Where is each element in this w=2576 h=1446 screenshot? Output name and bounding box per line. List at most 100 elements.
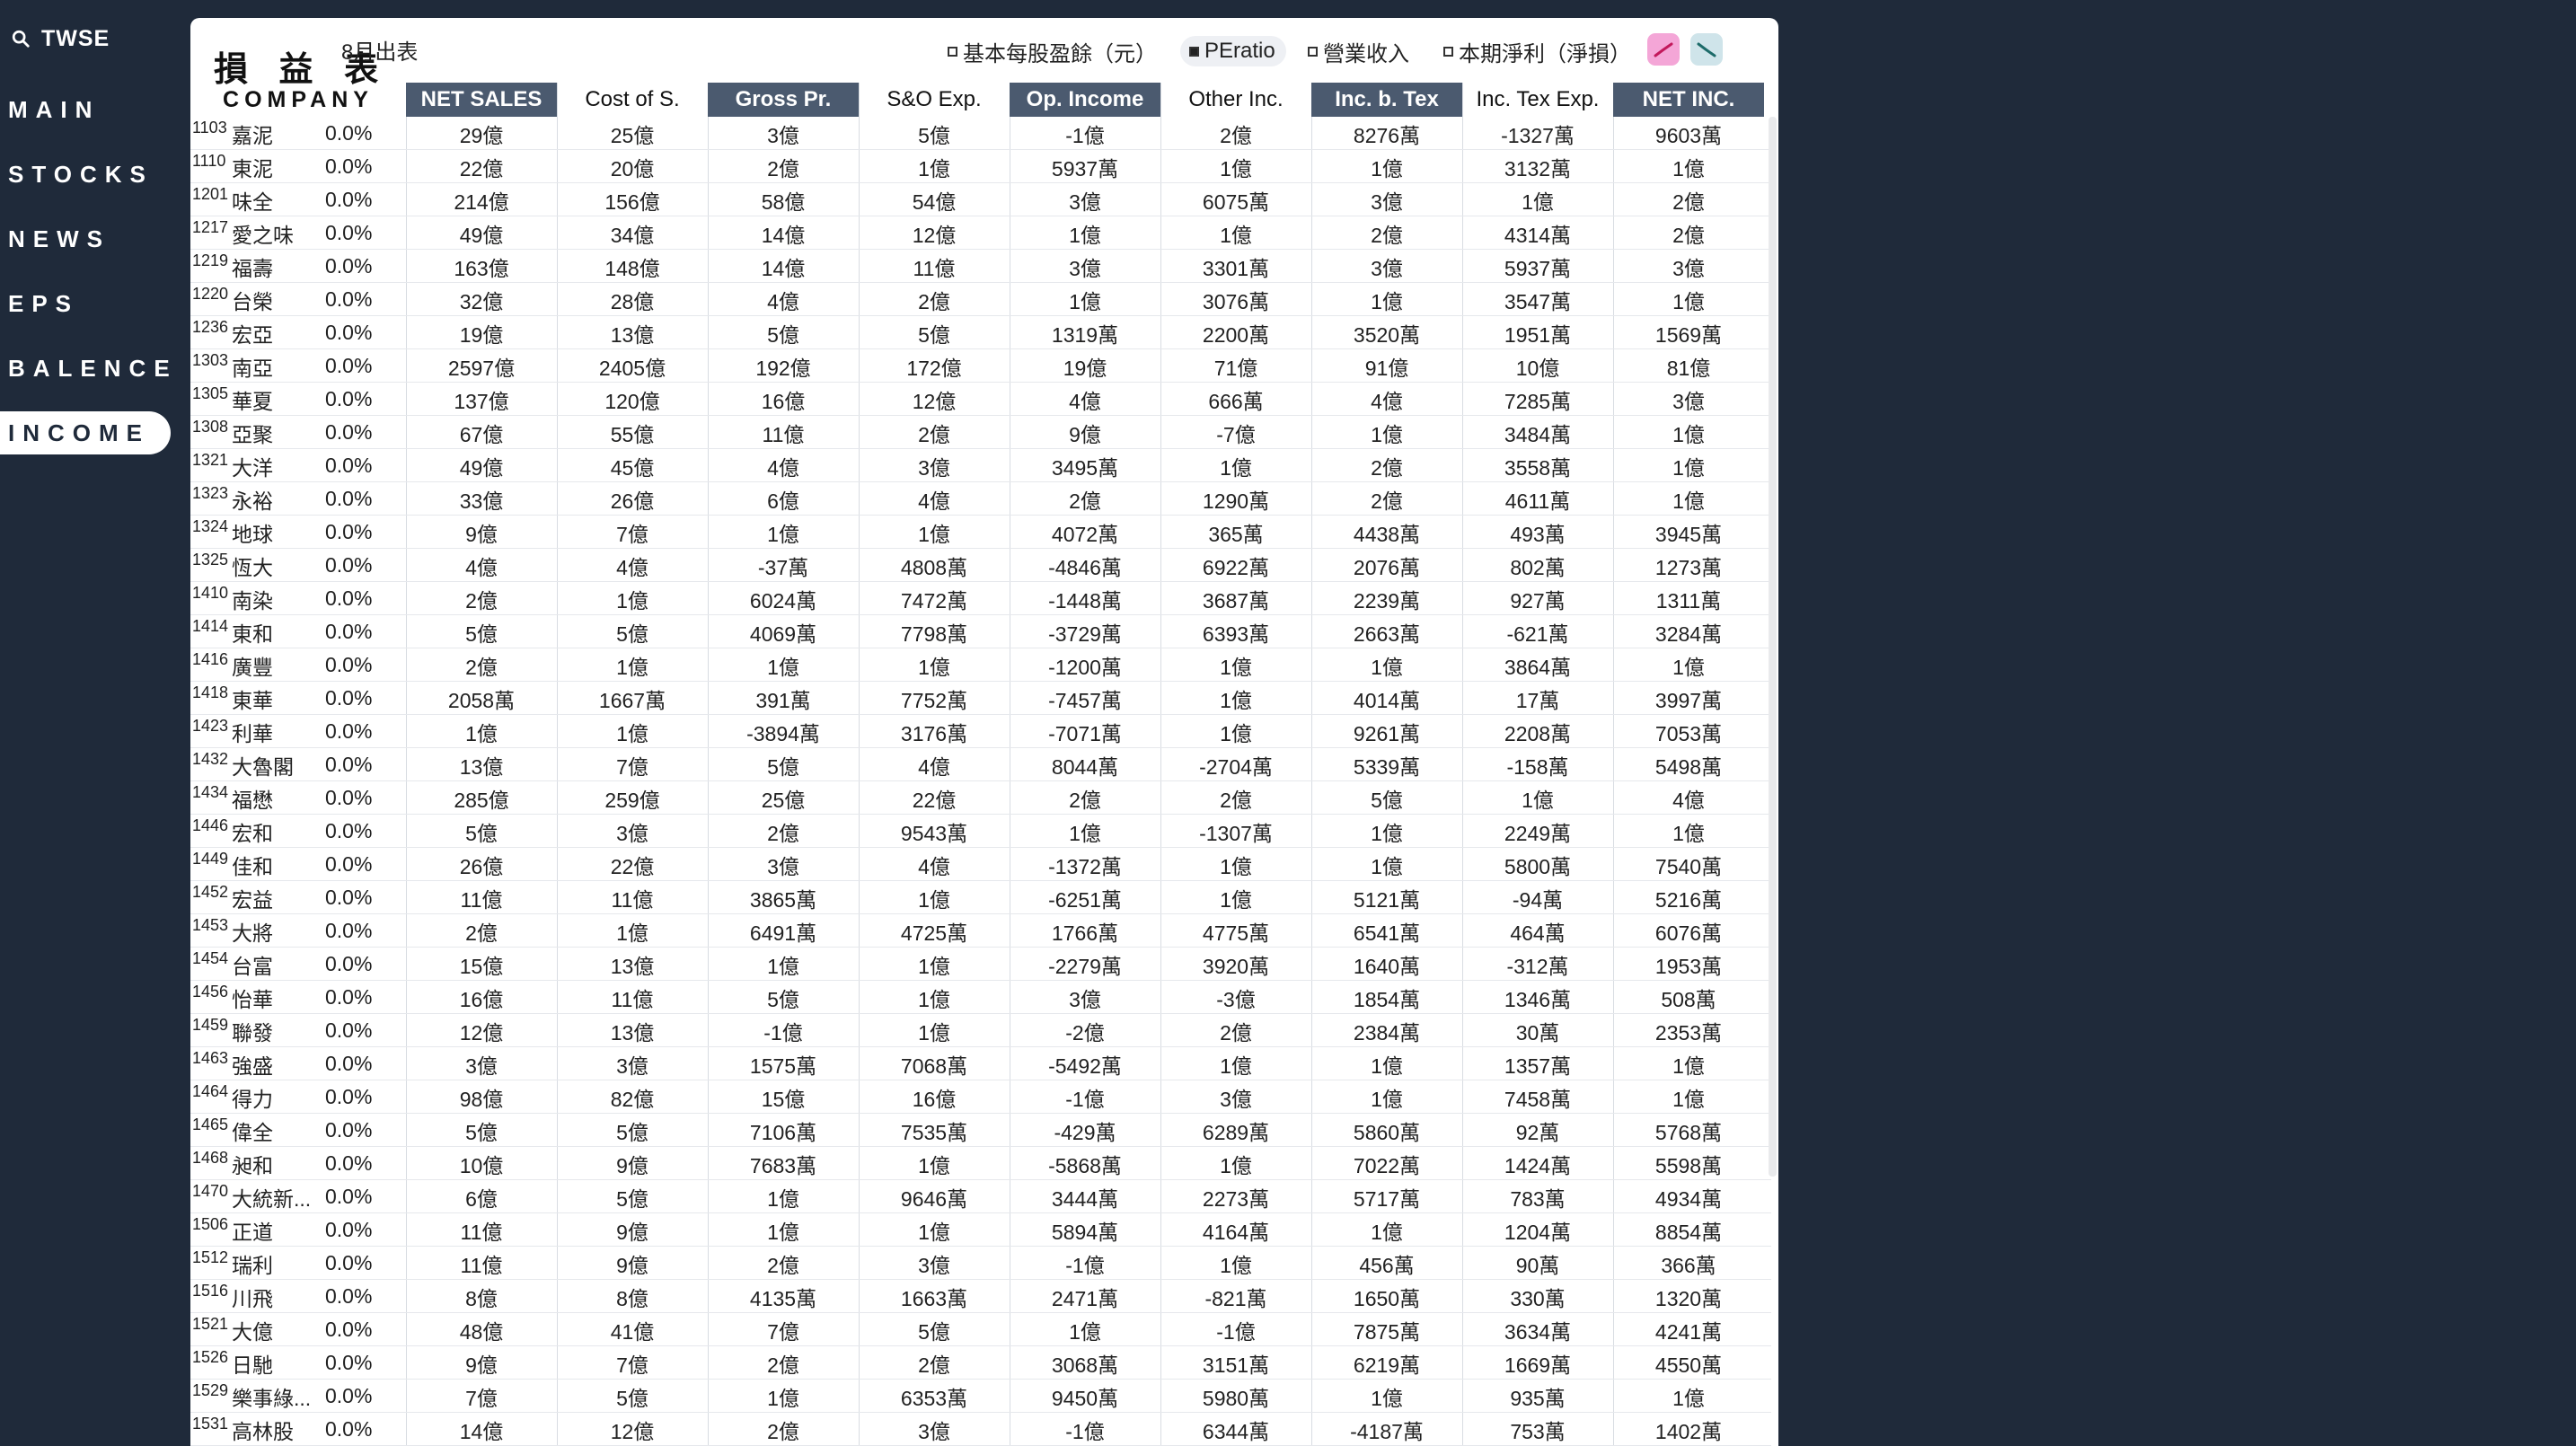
company-name[interactable]: 東泥 [232,156,273,181]
table-row[interactable]: 1434 福懋 0.0% 285億 259億 25億 22億 2億 2億 5億 1億 4億 [190,781,1771,815]
column-header-net-sales[interactable]: NET SALES [406,83,557,117]
company-name[interactable]: 樂事綠... [232,1386,312,1410]
table-row[interactable]: 1236 宏亞 0.0% 19億 13億 5億 5億 1319萬 2200萬 3520萬 1951萬… [190,316,1771,349]
table-row[interactable]: 1516 川飛 0.0% 8億 8億 4135萬 1663萬 2471萬 -821萬 1650萬 3… [190,1280,1771,1313]
company-name[interactable]: 南亞 [232,356,273,380]
table-row[interactable]: 1219 福壽 0.0% 163億 148億 14億 11億 3億 3301萬 3億 5937萬 3億 [190,250,1771,283]
company-name[interactable]: 大魯閣 [232,754,294,779]
table-row[interactable]: 1470 大統新... 0.0% 6億 5億 1億 9646萬 3444萬 2273萬 5717萬… [190,1180,1771,1213]
company-name[interactable]: 亞聚 [232,422,273,446]
company-name[interactable]: 正道 [232,1220,273,1244]
company-name[interactable]: 強盛 [232,1054,273,1078]
company-name[interactable]: 台富 [232,954,273,978]
table-row[interactable]: 1432 大魯閣 0.0% 13億 7億 5億 4億 8044萬 -2704萬 5339萬 -158… [190,748,1771,781]
company-name[interactable]: 佳和 [232,854,273,878]
column-header-net-income[interactable]: NET INC. [1613,83,1764,117]
table-row[interactable]: 1531 高林股 0.0% 14億 12億 2億 3億 -1億 6344萬 -4187萬 753萬 1… [190,1413,1771,1446]
table-row[interactable]: 1468 昶和 0.0% 10億 9億 7683萬 1億 -5868萬 1億 7022萬 1424萬… [190,1147,1771,1180]
table-row[interactable]: 1452 宏益 0.0% 11億 11億 3865萬 1億 -6251萬 1億 5121萬 -94萬… [190,881,1771,914]
option-revenue[interactable]: 營業收入 [1308,36,1409,66]
table-row[interactable]: 1506 正道 0.0% 11億 9億 1億 1億 5894萬 4164萬 1億 1204萬 8854… [190,1213,1771,1247]
table-row[interactable]: 1103 嘉泥 0.0% 29億 25億 3億 5億 -1億 2億 8276萬 -1327萬 9603… [190,117,1771,150]
company-name[interactable]: 愛之味 [232,223,294,247]
option-eps[interactable]: 基本每股盈餘（元） [948,36,1157,66]
table-row[interactable]: 1418 東華 0.0% 2058萬 1667萬 391萬 7752萬 -7457萬 1億 401… [190,682,1771,715]
company-name[interactable]: 怡華 [232,987,273,1011]
table-row[interactable]: 1217 愛之味 0.0% 49億 34億 14億 12億 1億 1億 2億 4314萬 2億 [190,216,1771,250]
company-name[interactable]: 聯發 [232,1020,273,1045]
table-row[interactable]: 1305 華夏 0.0% 137億 120億 16億 12億 4億 666萬 4億 7285萬 3億 [190,383,1771,416]
table-row[interactable]: 1529 樂事綠... 0.0% 7億 5億 1億 6353萬 9450萬 5980萬 1億 935… [190,1380,1771,1413]
company-name[interactable]: 偉全 [232,1120,273,1144]
option-peratio[interactable]: PEratio [1180,36,1286,66]
company-name[interactable]: 大將 [232,921,273,945]
nav-item-income[interactable]: INCOME [0,411,171,454]
table-row[interactable]: 1446 宏和 0.0% 5億 3億 2億 9543萬 1億 -1307萬 1億 2249萬 1億 [190,815,1771,848]
company-name[interactable]: 福懋 [232,788,273,812]
company-name[interactable]: 台榮 [232,289,273,313]
table-row[interactable]: 1324 地球 0.0% 9億 7億 1億 1億 4072萬 365萬 4438萬 493萬 3945… [190,516,1771,549]
brand[interactable]: TWSE [11,22,110,56]
company-name[interactable]: 大億 [232,1319,273,1344]
nav-item-main[interactable]: MAIN [8,95,101,123]
table-row[interactable]: 1416 廣豐 0.0% 2億 1億 1億 1億 -1200萬 1億 1億 3864萬 1億 [190,648,1771,682]
column-header-op-income[interactable]: Op. Income [1010,83,1160,117]
nav-item-news[interactable]: NEWS [8,225,110,252]
table-row[interactable]: 1308 亞聚 0.0% 67億 55億 11億 2億 9億 -7億 1億 3484萬 1億 [190,416,1771,449]
table-row[interactable]: 1526 日馳 0.0% 9億 7億 2億 2億 3068萬 3151萬 6219萬 1669萬 45… [190,1346,1771,1380]
company-name[interactable]: 日馳 [232,1353,273,1377]
table-row[interactable]: 1423 利華 0.0% 1億 1億 -3894萬 3176萬 -7071萬 1億 9261萬 22… [190,715,1771,748]
table-row[interactable]: 1303 南亞 0.0% 2597億 2405億 192億 172億 19億 71億 91億 10億… [190,349,1771,383]
column-header-income-before-tax[interactable]: Inc. b. Tex [1311,83,1462,117]
option-net-income[interactable]: 本期淨利（淨損） [1443,36,1631,66]
column-header-cost-of-sales[interactable]: Cost of S. [585,87,680,111]
table-row[interactable]: 1521 大億 0.0% 48億 41億 7億 5億 1億 -1億 7875萬 3634萬 4241萬 [190,1313,1771,1346]
table-row[interactable]: 1449 佳和 0.0% 26億 22億 3億 4億 -1372萬 1億 1億 5800萬 7540萬 [190,848,1771,881]
nav-item-stocks[interactable]: STOCKS [8,160,154,188]
company-name[interactable]: 地球 [232,522,273,546]
table-row[interactable]: 1414 東和 0.0% 5億 5億 4069萬 7798萬 -3729萬 6393萬 2663萬… [190,615,1771,648]
table-row[interactable]: 1323 永裕 0.0% 33億 26億 6億 4億 2億 1290萬 2億 4611萬 1億 [190,482,1771,516]
company-name[interactable]: 南染 [232,588,273,613]
company-name[interactable]: 東華 [232,688,273,712]
company-name[interactable]: 廣豐 [232,655,273,679]
company-name[interactable]: 大洋 [232,455,273,480]
vertical-scrollbar[interactable] [1769,117,1777,1177]
column-header-other-income[interactable]: Other Inc. [1188,87,1284,111]
chart-up-button[interactable] [1647,33,1680,66]
table-row[interactable]: 1201 味全 0.0% 214億 156億 58億 54億 3億 6075萬 3億 1億 2億 [190,183,1771,216]
company-name[interactable]: 川飛 [232,1286,273,1310]
company-name[interactable]: 利華 [232,721,273,745]
table-row[interactable]: 1464 得力 0.0% 98億 82億 15億 16億 -1億 3億 1億 7458萬 1億 [190,1080,1771,1114]
nav-item-eps[interactable]: EPS [8,289,80,317]
company-name[interactable]: 恆大 [232,555,273,579]
table-row[interactable]: 1453 大將 0.0% 2億 1億 6491萬 4725萬 1766萬 4775萬 6541萬 4… [190,914,1771,948]
table-row[interactable]: 1110 東泥 0.0% 22億 20億 2億 1億 5937萬 1億 1億 3132萬 1億 [190,150,1771,183]
column-header-gross-profit[interactable]: Gross Pr. [708,83,859,117]
table-row[interactable]: 1410 南染 0.0% 2億 1億 6024萬 7472萬 -1448萬 3687萬 2239萬… [190,582,1771,615]
company-name[interactable]: 嘉泥 [232,123,273,147]
table-row[interactable]: 1512 瑞利 0.0% 11億 9億 2億 3億 -1億 1億 456萬 90萬 366萬 [190,1247,1771,1280]
table-row[interactable]: 1220 台榮 0.0% 32億 28億 4億 2億 1億 3076萬 1億 3547萬 1億 [190,283,1771,316]
table-row[interactable]: 1459 聯發 0.0% 12億 13億 -1億 1億 -2億 2億 2384萬 30萬 2353萬 [190,1014,1771,1047]
company-name[interactable]: 福壽 [232,256,273,280]
table-row[interactable]: 1321 大洋 0.0% 49億 45億 4億 3億 3495萬 1億 2億 3558萬 1億 [190,449,1771,482]
table-row[interactable]: 1456 怡華 0.0% 16億 11億 5億 1億 3億 -3億 1854萬 1346萬 508萬 [190,981,1771,1014]
table-row[interactable]: 1463 強盛 0.0% 3億 3億 1575萬 7068萬 -5492萬 1億 1億 1357萬 1… [190,1047,1771,1080]
company-name[interactable]: 華夏 [232,389,273,413]
company-name[interactable]: 宏亞 [232,322,273,347]
company-name[interactable]: 東和 [232,622,273,646]
company-name[interactable]: 瑞利 [232,1253,273,1277]
company-name[interactable]: 味全 [232,190,273,214]
company-name[interactable]: 昶和 [232,1153,273,1177]
company-name[interactable]: 得力 [232,1087,273,1111]
column-header-so-expense[interactable]: S&O Exp. [887,87,982,111]
table-row[interactable]: 1465 偉全 0.0% 5億 5億 7106萬 7535萬 -429萬 6289萬 5860萬 9… [190,1114,1771,1147]
table-row[interactable]: 1454 台富 0.0% 15億 13億 1億 1億 -2279萬 3920萬 1640萬 -312… [190,948,1771,981]
column-header-company[interactable]: COMPANY [223,86,374,112]
chart-down-button[interactable] [1690,33,1723,66]
company-name[interactable]: 宏益 [232,887,273,912]
nav-item-balence[interactable]: BALENCE [8,354,178,382]
company-name[interactable]: 高林股 [232,1419,294,1443]
table-row[interactable]: 1325 恆大 0.0% 4億 4億 -37萬 4808萬 -4846萬 6922萬 2076萬 8… [190,549,1771,582]
